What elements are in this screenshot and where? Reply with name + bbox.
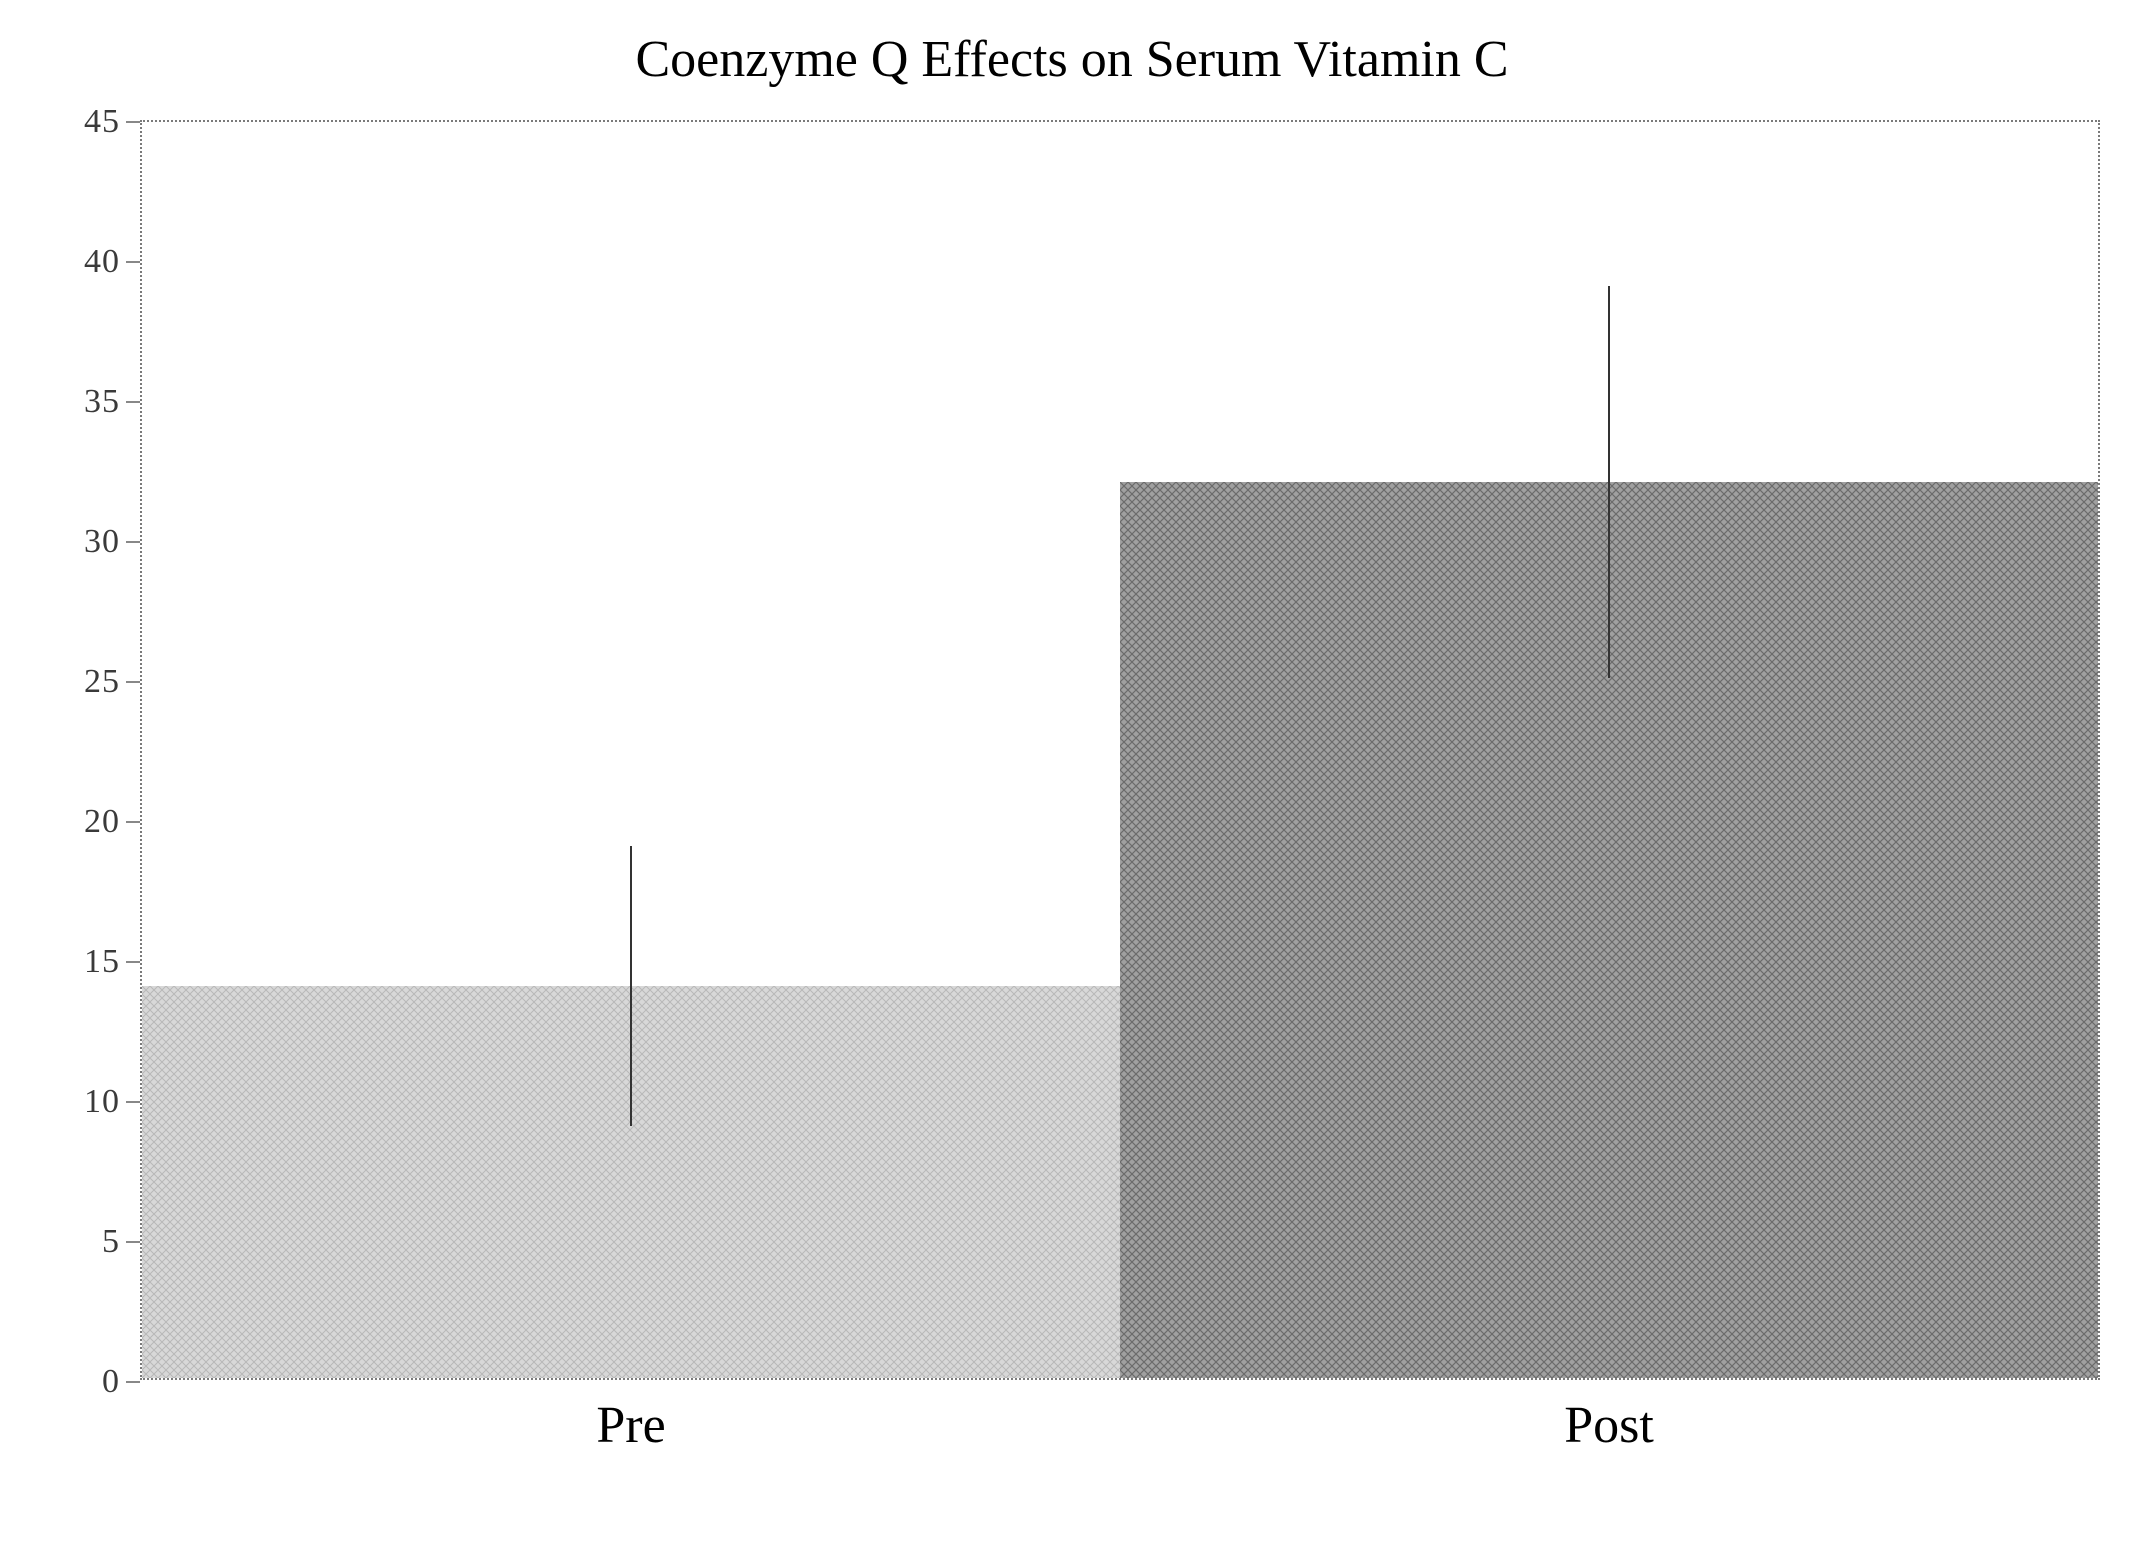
errorbar-pre [630,846,632,1126]
errorbar-post [1608,286,1610,678]
y-tick-label: 20 [84,803,120,841]
y-tick [126,681,140,683]
chart-container: Coenzyme Q Effects on Serum Vitamin C 05… [0,0,2144,1550]
bar-pre [142,986,1120,1378]
y-tick-label: 25 [84,663,120,701]
y-tick-label: 35 [84,383,120,421]
x-label-post: Post [1564,1396,1654,1455]
y-tick [126,1381,140,1383]
y-tick-label: 45 [84,103,120,141]
y-tick-label: 5 [102,1223,120,1261]
y-tick [126,1241,140,1243]
y-tick-label: 30 [84,523,120,561]
y-tick [126,961,140,963]
chart-title: Coenzyme Q Effects on Serum Vitamin C [0,30,2144,89]
y-tick [126,401,140,403]
y-tick [126,261,140,263]
y-tick-label: 0 [102,1363,120,1401]
plot-area: 051015202530354045 Pre Post [140,120,2100,1380]
y-tick [126,121,140,123]
bar-post [1120,482,2098,1378]
y-tick-label: 10 [84,1083,120,1121]
y-tick-label: 15 [84,943,120,981]
y-tick [126,821,140,823]
x-label-pre: Pre [596,1396,665,1455]
y-tick-label: 40 [84,243,120,281]
y-tick [126,541,140,543]
bars-layer [142,122,2098,1378]
y-tick [126,1101,140,1103]
